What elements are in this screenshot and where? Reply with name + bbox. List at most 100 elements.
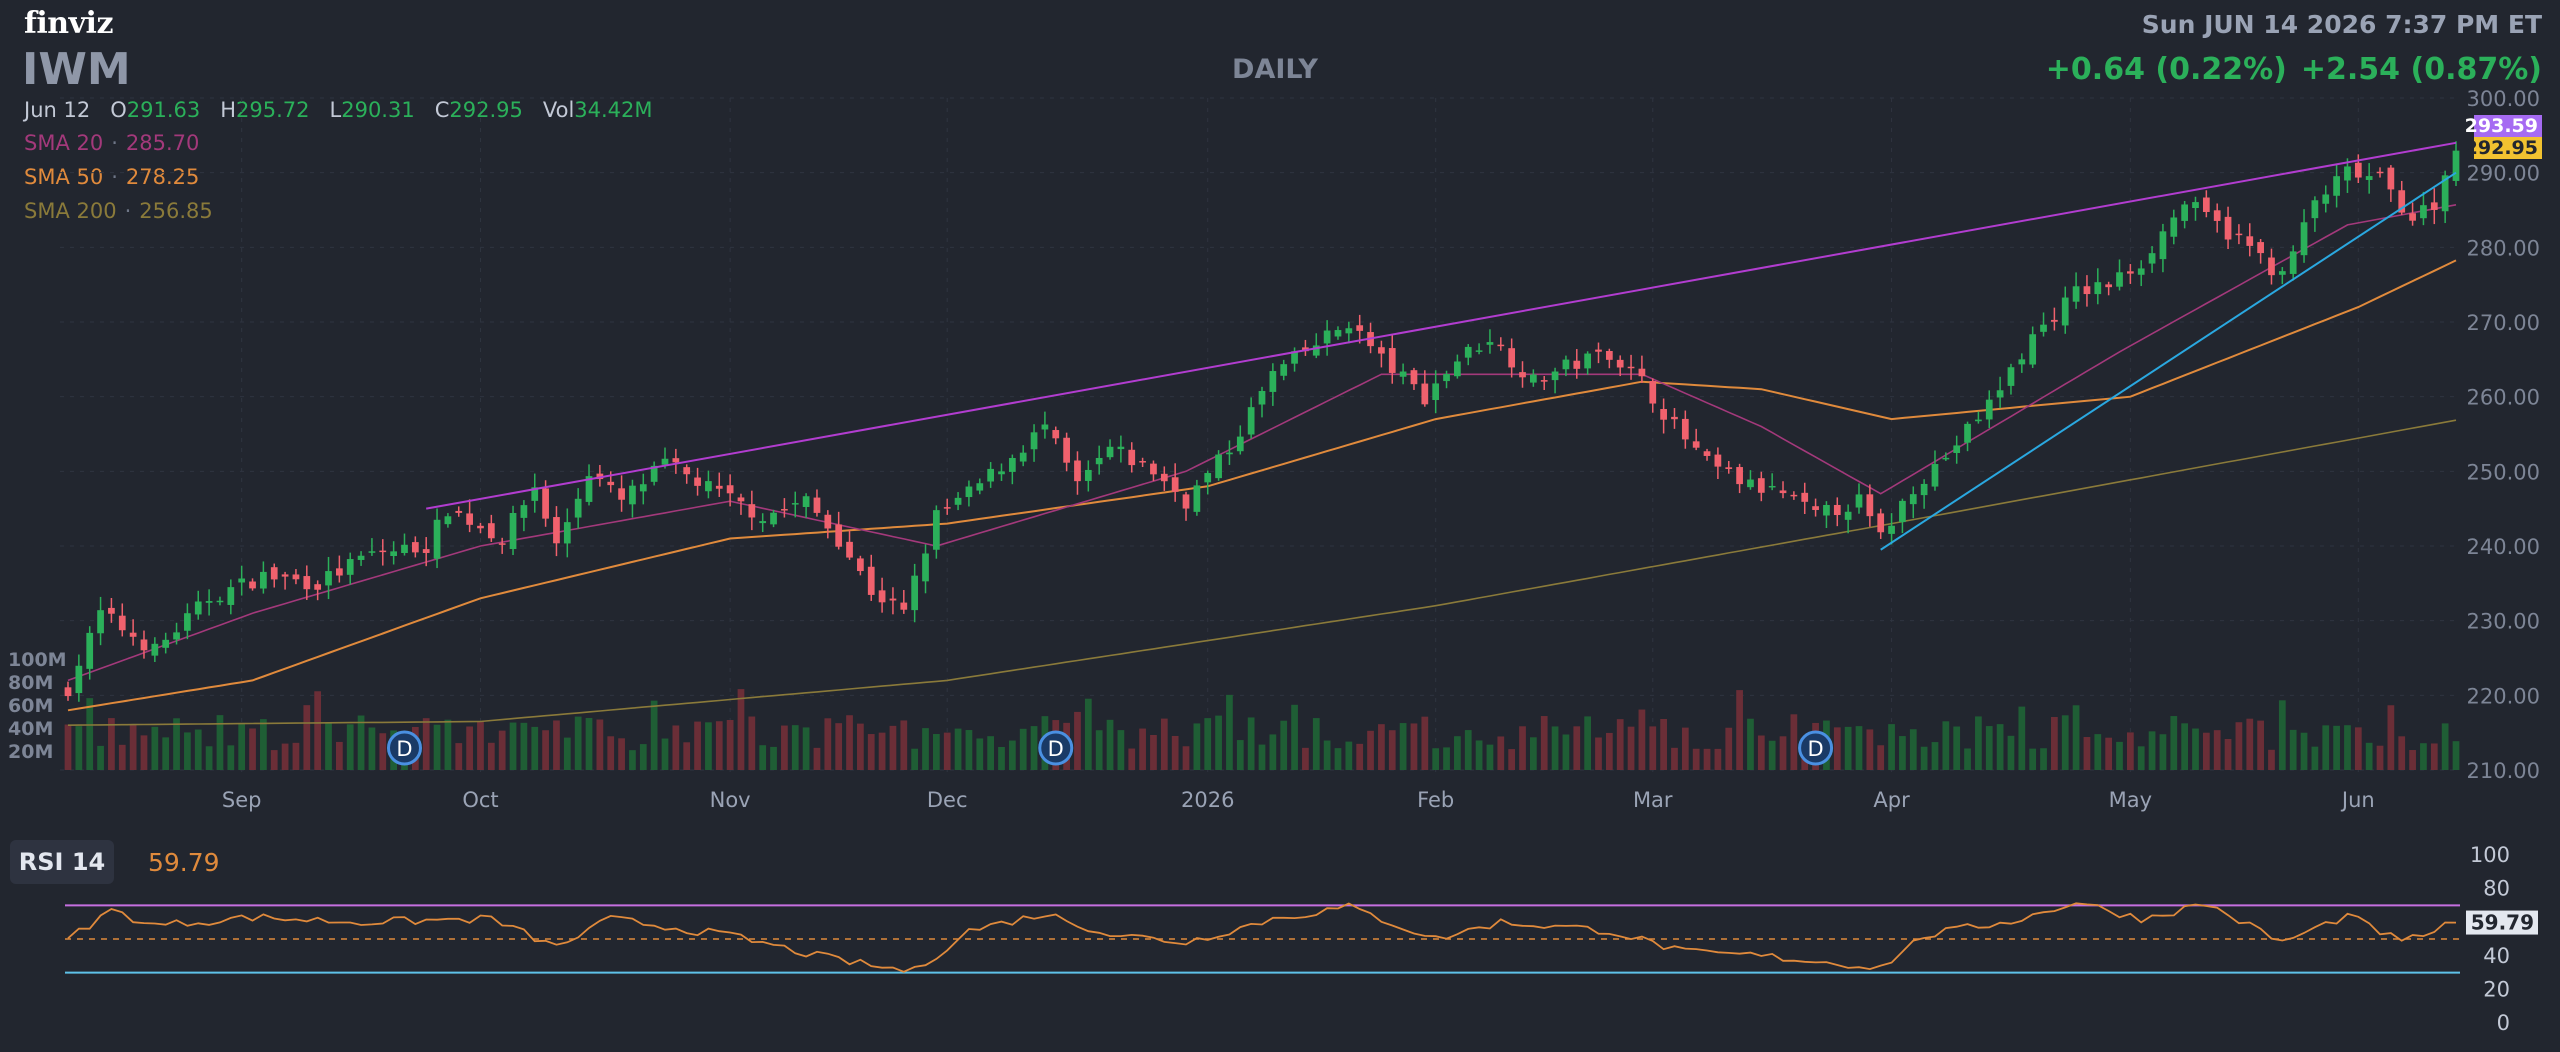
volume-bar [1171,735,1179,770]
sma20-legend[interactable]: SMA 20 · 285.70 [24,131,200,155]
rsi-tick-label: 20 [2483,977,2510,1001]
volume-bar [737,689,745,770]
candle-body [1833,504,1841,516]
volume-bar [108,718,115,770]
candle-body [1823,504,1830,516]
candle-body [2322,194,2330,204]
volume-bar [325,723,332,770]
volume-bar [2192,728,2199,770]
volume-bar [1519,726,1526,770]
ohlc-readout: Jun 12 O291.63 H295.72 L290.31 C292.95 Vol34.… [24,98,653,122]
candle-body [748,504,756,518]
volume-bar [1942,721,1950,770]
candle-body [1052,430,1060,439]
volume-bar [2452,741,2460,770]
volume-bar [184,732,191,770]
quote-datetime: Sun JUN 14 2026 7:37 PM ET [2141,10,2542,39]
candle-body [1475,350,1483,352]
volume-bar [2420,743,2427,770]
volume-bar [2246,718,2254,770]
candle-body [1356,325,1364,331]
volume-bar [1410,723,1418,770]
volume-bar [715,721,723,770]
volume-bar [357,715,365,770]
candle-body [2409,213,2416,221]
candle-body [270,567,278,580]
volume-bar [487,742,495,770]
volume-bar [596,719,604,770]
dividend-marker [1798,730,1834,766]
volume-bar [2148,731,2156,770]
volume-bar [1193,723,1201,770]
volume-bar [1888,724,1895,770]
volume-bar [151,726,159,770]
volume-bar [2224,738,2232,770]
candle-body [1519,372,1526,378]
candle-body [303,576,311,590]
volume-bar [1899,736,1906,770]
sma200-legend[interactable]: SMA 200 · 256.85 [24,199,213,223]
volume-bar [1931,742,1939,770]
volume-bar [129,724,137,770]
volume-bar [694,721,701,770]
candle-body [260,571,267,589]
rsi-value-tag: 59.79 [2471,911,2534,935]
candle-body [1182,494,1190,509]
candle-body [379,550,387,553]
timeframe-label[interactable]: DAILY [1232,54,1318,85]
volume-bar [618,738,625,770]
candle-body [2398,190,2406,213]
volume-bar [932,734,940,770]
volume-bar [1736,690,1743,770]
volume-bar [86,698,94,770]
candle-body [1801,492,1809,502]
volume-bar [1638,709,1646,770]
candle-body [2376,171,2384,174]
volume-bar [97,745,104,770]
candle-body [2354,162,2362,178]
volume-bar [1833,727,1841,770]
dividend-label: D [1048,737,1064,761]
candle-body [433,519,441,559]
volume-bar [705,722,712,770]
candle-body [2159,231,2167,260]
candle-body [596,473,604,480]
volume-label: Vol [542,98,575,122]
sma50-legend[interactable]: SMA 50 · 278.25 [24,165,200,189]
candle-body [1258,390,1266,405]
rsi-tick-label: 80 [2483,877,2510,901]
candle-body [639,484,647,492]
candle-body [184,613,191,631]
volume-bar [2409,750,2416,770]
volume-bar [1291,704,1298,770]
volume-bar [791,725,799,770]
sma50-value: 278.25 [125,165,200,189]
finviz-logo[interactable]: finviz [24,6,113,41]
price-tick-label: 270.00 [2467,311,2540,335]
candle-body [1584,353,1592,369]
date-tick-label: Sep [222,788,262,812]
sma20-line [67,204,2457,682]
volume-bar [857,723,864,770]
candle-body [867,566,875,595]
volume-bar [75,726,83,770]
volume-bar [1660,718,1667,770]
candle-body [118,615,126,631]
volume-bar [1953,726,1961,770]
candle-body [2148,253,2156,264]
candle-body [1909,494,1917,505]
candle-body [824,514,832,529]
candle-body [477,525,484,529]
candle-body [683,467,691,475]
rsi-indicator-button[interactable]: RSI 14 [10,840,114,884]
volume-bar [1605,732,1613,770]
volume-bar [1996,724,2004,770]
candle-body [292,574,300,580]
candle-body [1139,461,1146,463]
volume-bar [520,722,528,770]
volume-bar [1877,745,1885,770]
volume-bar [813,747,821,770]
volume-bar [2333,725,2340,770]
